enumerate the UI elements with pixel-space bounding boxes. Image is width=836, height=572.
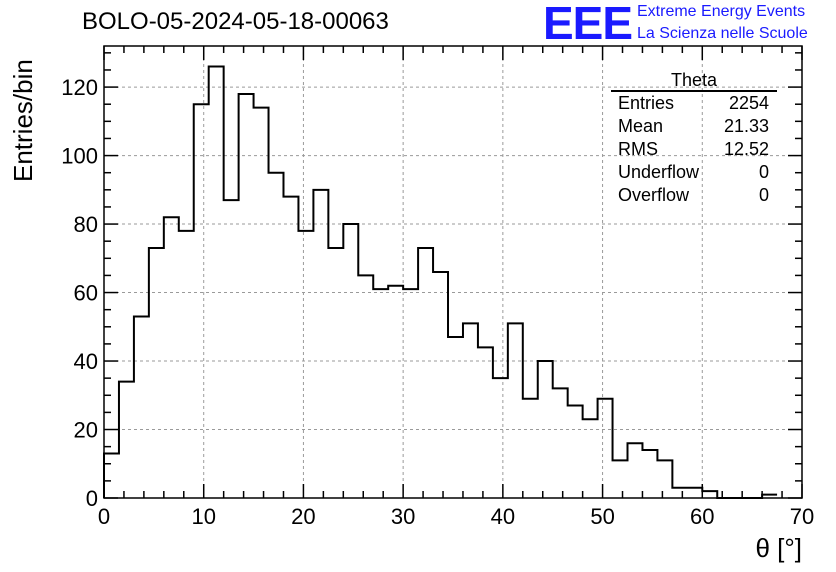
stats-value: 21.33 [723,116,769,136]
histogram-bin [583,419,598,498]
histogram-bin [642,450,657,498]
histogram-bin [687,488,702,498]
histogram-bin [298,231,313,498]
histogram-bin [478,347,493,498]
histogram-bin [418,248,433,498]
y-tick-label: 20 [74,418,98,443]
stats-value: 12.52 [723,139,769,159]
histogram-bin [403,289,418,498]
y-tick-label: 0 [86,486,98,511]
axis-ticks [103,46,803,499]
logo-line-2: La Scienza nelle Scuole [637,25,808,42]
stats-label: Underflow [618,162,700,182]
stats-box: Theta Entries 2254 Mean 21.33 RMS 12.52 Underf… [611,70,777,207]
histogram-bin [448,337,463,498]
x-tick-label: 50 [590,504,614,529]
stats-label: Entries [618,93,675,113]
histogram-bin [358,275,373,498]
stats-label: Mean [618,116,664,136]
histogram-bin [343,224,358,498]
y-tick-label: 60 [74,281,98,306]
histogram-bin [254,108,269,498]
x-tick-label: 40 [491,504,515,529]
histogram-bin [553,388,568,498]
stats-row: Overflow 0 [611,184,777,207]
histogram-bin [373,289,388,498]
x-tick-label: 10 [191,504,215,529]
histogram-bin [119,382,134,498]
stats-value: 2254 [728,93,769,113]
plot-border [103,45,803,499]
histogram-bin [672,488,687,498]
histogram-bin [613,460,628,498]
histogram-bin [224,200,239,498]
x-tick-label: 60 [690,504,714,529]
x-tick-label: 0 [98,504,110,529]
histogram-bin [523,399,538,498]
histogram-bin [493,378,508,498]
chart-title: BOLO-05-2024-05-18-00063 [82,8,389,35]
histogram-bars [103,65,778,499]
stats-rows: Entries 2254 Mean 21.33 RMS 12.52 Underflow 0 Ov… [611,92,777,207]
histogram-bin [269,173,284,498]
stats-row: RMS 12.52 [611,138,777,161]
histogram-bin [239,94,254,498]
y-axis-label: Entries/bin [8,59,38,182]
histogram-bin [598,399,613,498]
histogram-step-line [103,65,778,499]
stats-label: RMS [618,139,658,159]
tick-labels: 0 10 20 30 40 50 60 70 0 20 40 60 80 100 120 [61,75,814,529]
y-tick-label: 40 [74,349,98,374]
x-axis-label: θ [°] [755,533,802,563]
x-tick-label: 30 [391,504,415,529]
histogram-bin [134,317,149,498]
histogram-bin [164,217,179,498]
eee-logo-mark: EEE [543,0,633,49]
stats-row: Mean 21.33 [611,115,777,138]
stats-value: 0 [758,185,769,205]
stats-row: Entries 2254 [611,92,777,115]
histogram-bin [508,323,523,498]
histogram-bin [313,190,328,498]
histogram-bin [194,104,209,498]
histogram-bin [702,491,717,498]
y-tick-label: 100 [61,144,98,169]
histogram-bin [283,197,298,498]
histogram-bin [149,248,164,498]
grid-lines [104,46,802,498]
histogram-bin [657,460,672,498]
x-tick-label: 70 [790,504,814,529]
y-tick-label: 120 [61,75,98,100]
histogram-bin [179,231,194,498]
stats-label: Overflow [618,185,690,205]
histogram-bin [328,248,343,498]
stats-value: 0 [758,162,769,182]
x-tick-label: 20 [291,504,315,529]
histogram-bin [104,453,119,498]
histogram-bin [538,361,553,498]
histogram-bin [209,67,224,498]
logo-line-1: Extreme Energy Events [637,3,806,20]
histogram-bin [568,406,583,498]
plot-frame [103,45,803,499]
stats-row: Underflow 0 [611,161,777,184]
histogram-bin [388,286,403,498]
histogram-bin [433,272,448,498]
stats-title: Theta [611,70,777,92]
histogram-bin [628,443,643,498]
y-tick-label: 80 [74,212,98,237]
histogram-bin [463,323,478,498]
